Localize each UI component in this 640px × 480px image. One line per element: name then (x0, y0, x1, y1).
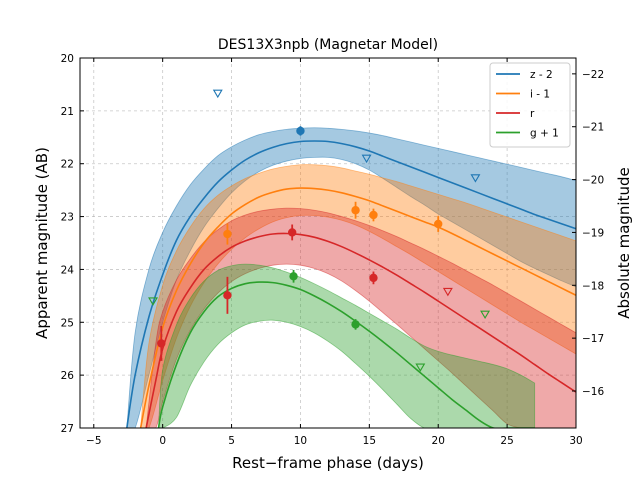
legend-label-z-2: z - 2 (530, 69, 553, 81)
x-tick-label: 30 (569, 435, 582, 447)
y-tick-label: 20 (61, 53, 74, 65)
observation-points (148, 89, 491, 372)
detection-point-i-1 (434, 219, 443, 229)
x-tick-label: 10 (294, 435, 307, 447)
x-tick-label: 25 (500, 435, 513, 447)
x-tick-label: 15 (363, 435, 376, 447)
model-line-i-1 (139, 187, 576, 428)
upper-limit-g-1 (415, 363, 426, 372)
y-tick-label: 26 (61, 370, 75, 382)
detection-point-i-1 (369, 210, 378, 220)
detection-point-z-2 (296, 126, 305, 136)
legend-frame (489, 62, 571, 148)
chart-title: DES13X3npb (Magnetar Model) (218, 37, 438, 53)
y-tick-label: 25 (61, 317, 74, 329)
x-tick-label: 0 (159, 435, 166, 447)
legend: z - 2 i - 1 r g + 1 (489, 62, 571, 148)
uncertainty-bands (126, 127, 576, 428)
upper-limit-z-2 (361, 154, 372, 164)
detection-point-i-1 (351, 206, 360, 215)
y2-tick-label: −20 (582, 175, 604, 187)
y-tick-label: 24 (61, 264, 75, 276)
plot-frame (79, 57, 577, 429)
detection-point-g-1 (289, 272, 298, 281)
upper-limit-g-1 (480, 310, 491, 320)
upper-limit-z-2 (212, 89, 223, 99)
y2-tick-label: −22 (582, 69, 604, 81)
y-axis-label: Apparent magnitude (AB) (33, 147, 51, 339)
model-lines (126, 140, 576, 428)
y2-tick-label: −16 (582, 386, 604, 398)
x-axis-label: Rest−frame phase (days) (232, 454, 424, 472)
y-tick-label: 22 (61, 159, 74, 171)
y-tick-label: 27 (61, 423, 74, 435)
model-line-g-1 (157, 281, 535, 428)
y2-tick-label: −18 (582, 280, 604, 292)
legend-label-r: r (530, 108, 535, 120)
y-tick-label: 23 (61, 212, 74, 224)
detection-point-g-1 (351, 320, 360, 329)
y2-tick-label: −21 (582, 122, 604, 134)
model-line-z-2 (126, 140, 576, 428)
detection-point-i-1 (223, 229, 232, 239)
x-tick-label: −5 (86, 435, 101, 447)
upper-limit-g-1 (148, 297, 158, 306)
y-tick-label: 21 (61, 106, 74, 118)
detection-point-r (223, 291, 232, 300)
upper-limit-z-2 (470, 174, 481, 183)
detection-point-r (287, 228, 297, 237)
upper-limit-r (442, 287, 453, 297)
detection-point-r (369, 273, 378, 283)
axis-ticks: −5 0 5 10 15 20 25 30 20 21 22 23 24 25 26 27 −22 −21 −20 −… (61, 53, 605, 447)
y2-axis-label: Absolute magnitude (615, 167, 633, 318)
legend-label-g-1: g + 1 (530, 128, 559, 140)
x-tick-label: 20 (432, 435, 445, 447)
x-tick-label: 5 (228, 435, 235, 447)
band-g-1 (158, 263, 536, 428)
y2-tick-label: −19 (582, 227, 604, 239)
legend-label-i-1: i - 1 (530, 89, 550, 101)
y2-tick-label: −17 (582, 333, 604, 345)
detection-point-r (157, 339, 166, 348)
model-line-r (145, 232, 576, 428)
